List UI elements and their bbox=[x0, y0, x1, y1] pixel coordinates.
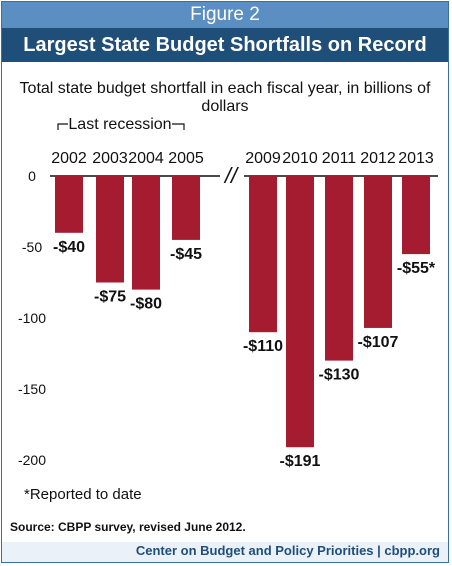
bar bbox=[364, 176, 392, 328]
y-tick-label: -100 bbox=[18, 310, 46, 326]
y-tick-label: -50 bbox=[22, 239, 42, 255]
x-tick-label: 2013 bbox=[398, 150, 434, 167]
data-label: -$130 bbox=[319, 367, 360, 384]
data-label: -$80 bbox=[130, 296, 162, 313]
data-label: -$107 bbox=[358, 334, 399, 351]
bar bbox=[402, 176, 430, 255]
chart-subtitle: Total state budget shortfall in each fis… bbox=[19, 80, 431, 115]
x-tick-label: 2012 bbox=[360, 150, 396, 167]
y-tick-label: 0 bbox=[28, 168, 36, 184]
bar bbox=[172, 176, 200, 240]
x-tick-label: 2003 bbox=[92, 150, 128, 167]
bar bbox=[249, 176, 277, 333]
data-label: -$40 bbox=[53, 239, 85, 256]
x-tick-label: 2011 bbox=[322, 150, 357, 167]
axis-break-mark: // bbox=[223, 163, 239, 188]
figure-label: Figure 2 bbox=[2, 2, 448, 28]
recession-label: Last recession bbox=[68, 116, 171, 133]
x-tick-label: 2010 bbox=[282, 150, 318, 167]
data-label: -$55* bbox=[397, 260, 436, 277]
x-tick-label: 2005 bbox=[168, 150, 204, 167]
x-tick-label: 2002 bbox=[51, 150, 87, 167]
bar bbox=[132, 176, 160, 290]
x-tick-label: 2009 bbox=[245, 150, 281, 167]
bar bbox=[286, 176, 314, 448]
credit-line: Center on Budget and Policy Priorities |… bbox=[135, 543, 440, 558]
chart-title: Largest State Budget Shortfalls on Recor… bbox=[2, 28, 448, 62]
data-label: -$75 bbox=[94, 289, 126, 306]
recession-bracket bbox=[57, 123, 185, 130]
x-tick-label: 2004 bbox=[128, 150, 164, 167]
bar bbox=[96, 176, 124, 283]
data-label: -$191 bbox=[280, 453, 321, 470]
source-note: Source: CBPP survey, revised June 2012. bbox=[10, 520, 246, 534]
footnote: *Reported to date bbox=[24, 486, 142, 503]
y-tick-label: -150 bbox=[18, 381, 46, 397]
bar bbox=[325, 176, 353, 361]
data-label: -$110 bbox=[243, 338, 283, 355]
data-label: -$45 bbox=[170, 246, 202, 263]
bar bbox=[55, 176, 83, 233]
y-tick-label: -200 bbox=[18, 452, 46, 468]
